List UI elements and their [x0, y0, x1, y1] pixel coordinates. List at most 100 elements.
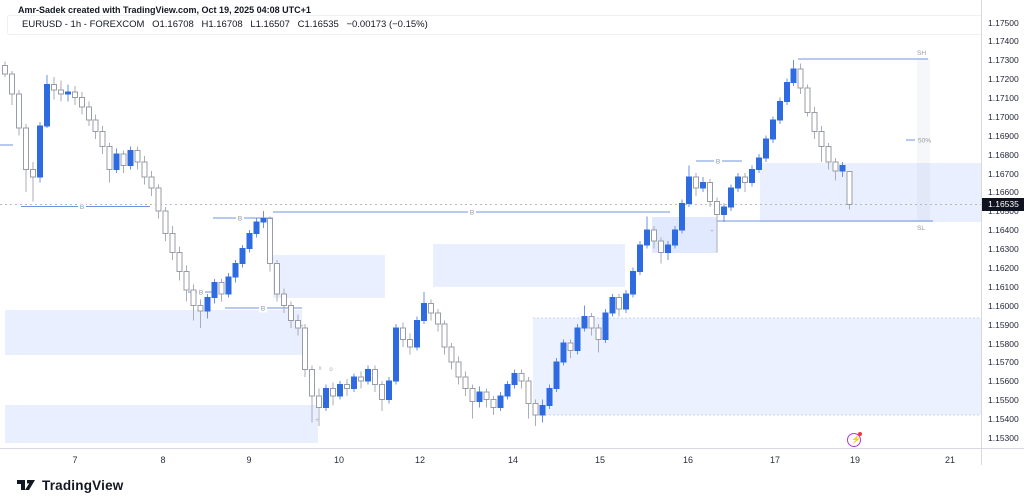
candle-down: [78, 97, 85, 108]
notification-dot: [858, 432, 862, 436]
candle-down: [190, 289, 197, 306]
candle-down: [797, 68, 804, 89]
candle-up: [839, 165, 846, 172]
candle-down: [434, 312, 441, 325]
candle-up: [755, 157, 762, 170]
candle-down: [155, 187, 162, 212]
candle-down: [532, 403, 539, 416]
line-label-bg: [468, 207, 476, 217]
time-axis[interactable]: 7 8 9 10 12 14 15 16 17 19 21: [0, 448, 1024, 473]
candle-up: [351, 376, 357, 389]
candle-up: [225, 276, 232, 295]
price-tick-label: 1.16600: [988, 187, 1019, 198]
candle-down: [399, 327, 406, 340]
time-tick-label: 21: [944, 455, 956, 465]
supply-demand-zone: [433, 243, 625, 287]
candle-down: [825, 146, 832, 163]
candle-up: [64, 91, 71, 95]
candle-up: [511, 372, 518, 386]
candle-down: [378, 384, 385, 401]
candle-up: [36, 125, 43, 178]
candle-down: [693, 176, 700, 189]
price-tick-label: 1.15900: [988, 319, 1019, 330]
tradingview-logo-text: TradingView: [42, 477, 124, 493]
legend-open: O1.16708: [152, 19, 194, 30]
candle-down: [302, 327, 309, 371]
candle-down: [441, 323, 448, 348]
candle-up: [672, 229, 679, 246]
candle-down: [218, 282, 225, 295]
candle-down: [92, 119, 99, 133]
price-tick-label: 1.17500: [988, 17, 1019, 28]
candle-up: [679, 202, 686, 231]
price-tick-label: 1.16200: [988, 263, 1019, 274]
candle-down: [71, 91, 78, 99]
candle-down: [483, 391, 490, 401]
candle-down: [309, 369, 316, 397]
time-tick-label: 15: [594, 455, 606, 465]
time-tick-label: 9: [246, 455, 252, 465]
candle-down: [99, 131, 106, 148]
candle-up: [700, 182, 706, 189]
candle-down: [176, 251, 183, 272]
b-line-label: B: [261, 305, 265, 312]
candle-down: [427, 302, 434, 314]
candle-up: [239, 248, 246, 265]
last-price-badge: 1.16535: [982, 197, 1024, 211]
candle-up: [385, 380, 392, 401]
price-tick-label: 1.16500: [988, 206, 1019, 217]
candle-up: [686, 176, 693, 204]
price-tick-label: 1.16300: [988, 244, 1019, 255]
candle-down: [2, 64, 8, 75]
candle-down: [29, 168, 36, 178]
line-label-bg: [78, 202, 86, 212]
candle-down: [462, 376, 469, 389]
candle-up: [734, 176, 741, 189]
candle-down: [518, 372, 525, 382]
sh-label: SH: [917, 50, 926, 57]
candle-down: [281, 293, 288, 306]
economic-events-icon[interactable]: ⚡: [847, 432, 862, 447]
candle-down: [330, 387, 337, 397]
attribution-text: Amr-Sadek created with TradingView.com, …: [18, 5, 311, 15]
candle-down: [406, 338, 413, 348]
price-tick-label: 1.17400: [988, 36, 1019, 47]
candle-up: [665, 244, 672, 253]
candle-down: [162, 210, 169, 235]
candle-up: [776, 100, 783, 121]
candle-up: [602, 312, 609, 340]
candle-down: [706, 182, 713, 202]
50%-label: 50%: [918, 138, 931, 145]
candle-up: [420, 302, 427, 321]
time-tick-label: 7: [72, 455, 78, 465]
price-tick-label: 1.15500: [988, 395, 1019, 406]
candle-down: [811, 112, 818, 133]
candle-down: [651, 229, 658, 242]
candle-down: [525, 380, 532, 405]
b-line-label: B: [80, 204, 84, 211]
supply-demand-zone: [760, 163, 981, 223]
price-tick-label: 1.15300: [988, 433, 1019, 443]
price-axis[interactable]: 1.16535 1.17500 1.17400 1.17300 1.17200 1.17…: [981, 0, 1024, 448]
candle-up: [790, 68, 797, 83]
candle-up: [560, 342, 567, 363]
candle-down: [183, 270, 190, 291]
candle-up: [113, 153, 120, 170]
candle-up: [413, 319, 420, 348]
tradingview-logo-mark: [17, 480, 35, 490]
candle-up: [337, 384, 344, 397]
tiny-marker: +: [300, 324, 304, 330]
price-tick-label: 1.15400: [988, 414, 1019, 425]
tradingview-logo[interactable]: TradingView: [16, 476, 123, 494]
candle-down: [106, 146, 113, 170]
candle-up: [127, 149, 134, 167]
candle-down: [448, 346, 455, 363]
candle-down: [50, 83, 57, 91]
candle-up: [769, 119, 776, 140]
candle-up: [504, 384, 511, 397]
chart-canvas[interactable]: SH SL 50% B B B B B B + + + x o: [0, 0, 981, 448]
tiny-marker: x: [319, 366, 322, 372]
candle-down: [288, 304, 295, 321]
tiny-marker: o: [329, 367, 333, 373]
candle-down: [818, 131, 825, 148]
